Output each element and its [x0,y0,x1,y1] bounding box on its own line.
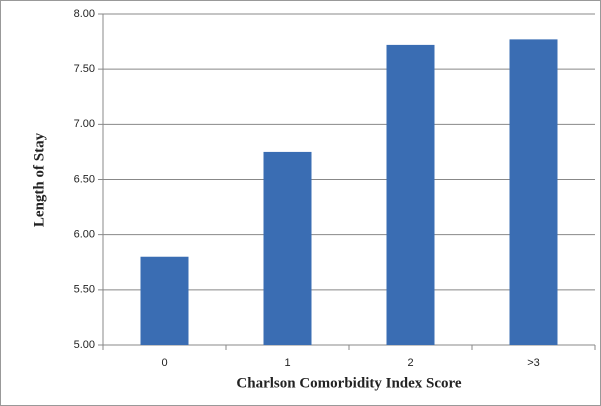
bar [509,39,558,345]
bar [386,44,435,345]
y-tick-label: 7.50 [74,63,95,75]
x-tick-label: >3 [527,357,540,369]
x-tick-label: 1 [284,357,290,369]
y-tick-label: 5.50 [74,284,95,296]
x-axis-title: Charlson Comorbidity Index Score [236,375,461,391]
x-tick-label: 0 [161,357,167,369]
x-tick-label: 2 [407,357,413,369]
y-tick-label: 6.50 [74,173,95,185]
bar [140,256,189,345]
y-tick-label: 8.00 [74,8,95,20]
y-axis-title: Length of Stay [31,132,47,227]
y-tick-label: 5.00 [74,339,95,351]
bar [263,151,312,345]
y-tick-label: 7.00 [74,118,95,130]
y-tick-label: 6.00 [74,229,95,241]
